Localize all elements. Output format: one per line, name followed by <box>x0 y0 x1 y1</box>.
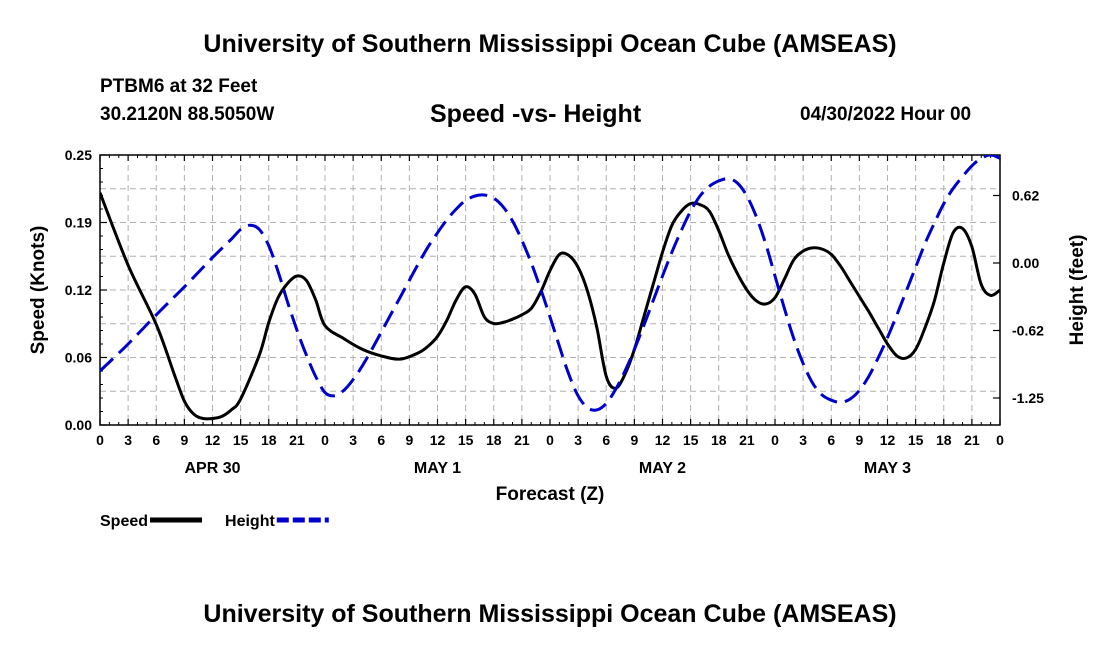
x-tick-label: 12 <box>655 432 671 448</box>
x-tick-label: 18 <box>486 432 502 448</box>
forecast-datetime: 04/30/2022 Hour 00 <box>800 104 972 125</box>
x-tick-label: 3 <box>349 432 357 448</box>
y2-axis-title: Height (feet) <box>1067 235 1088 346</box>
y-tick-label: 0.25 <box>65 147 92 163</box>
station-coordinates: 30.2120N 88.5050W <box>100 104 275 125</box>
x-tick-label: 15 <box>908 432 924 448</box>
y-tick-label: 0.00 <box>65 417 92 433</box>
y2-tick-label: 0.00 <box>1012 255 1039 271</box>
x-tick-label: 6 <box>377 432 385 448</box>
x-tick-label: 18 <box>261 432 277 448</box>
station-label: PTBM6 at 32 Feet <box>100 76 258 97</box>
x-tick-label: 12 <box>205 432 221 448</box>
x-tick-label: 15 <box>458 432 474 448</box>
y2-tick-label: -1.25 <box>1012 390 1044 406</box>
footer-title: University of Southern Mississippi Ocean… <box>203 600 897 628</box>
y2-tick-label: -0.62 <box>1012 323 1044 339</box>
x-tick-label: 6 <box>827 432 835 448</box>
x-tick-label: 0 <box>771 432 779 448</box>
x-tick-label: 9 <box>630 432 638 448</box>
y-tick-label: 0.12 <box>65 282 92 298</box>
x-tick-label: 6 <box>152 432 160 448</box>
x-tick-label: 6 <box>602 432 610 448</box>
day-label: MAY 1 <box>414 460 461 477</box>
x-tick-label: 18 <box>936 432 952 448</box>
x-tick-label: 21 <box>289 432 305 448</box>
day-label: MAY 3 <box>864 460 911 477</box>
x-tick-label: 0 <box>96 432 104 448</box>
x-tick-label: 15 <box>233 432 249 448</box>
x-tick-label: 9 <box>180 432 188 448</box>
chart-main-title: University of Southern Mississippi Ocean… <box>203 30 897 58</box>
x-tick-label: 21 <box>964 432 980 448</box>
x-tick-label: 12 <box>430 432 446 448</box>
legend-label-height: Height <box>225 513 275 530</box>
y-axis-title: Speed (Knots) <box>28 226 49 355</box>
y-tick-label: 0.19 <box>65 215 92 231</box>
chart-subtitle: Speed -vs- Height <box>430 100 642 128</box>
x-tick-label: 9 <box>405 432 413 448</box>
x-tick-label: 3 <box>574 432 582 448</box>
x-tick-label: 15 <box>683 432 699 448</box>
x-tick-label: 9 <box>855 432 863 448</box>
x-tick-label: 21 <box>514 432 530 448</box>
x-tick-label: 0 <box>996 432 1004 448</box>
y2-tick-label: 0.62 <box>1012 188 1039 204</box>
y-tick-label: 0.06 <box>65 350 92 366</box>
day-label: APR 30 <box>184 460 240 477</box>
x-tick-label: 0 <box>546 432 554 448</box>
x-tick-label: 12 <box>880 432 896 448</box>
x-axis-title: Forecast (Z) <box>496 484 605 505</box>
day-label: MAY 2 <box>639 460 686 477</box>
legend-label-speed: Speed <box>100 513 148 530</box>
x-tick-label: 3 <box>799 432 807 448</box>
series-line-speed <box>100 192 1000 421</box>
x-tick-label: 0 <box>321 432 329 448</box>
series-line-height <box>100 155 1000 412</box>
x-tick-label: 3 <box>124 432 132 448</box>
x-tick-label: 18 <box>711 432 727 448</box>
x-tick-label: 21 <box>739 432 755 448</box>
